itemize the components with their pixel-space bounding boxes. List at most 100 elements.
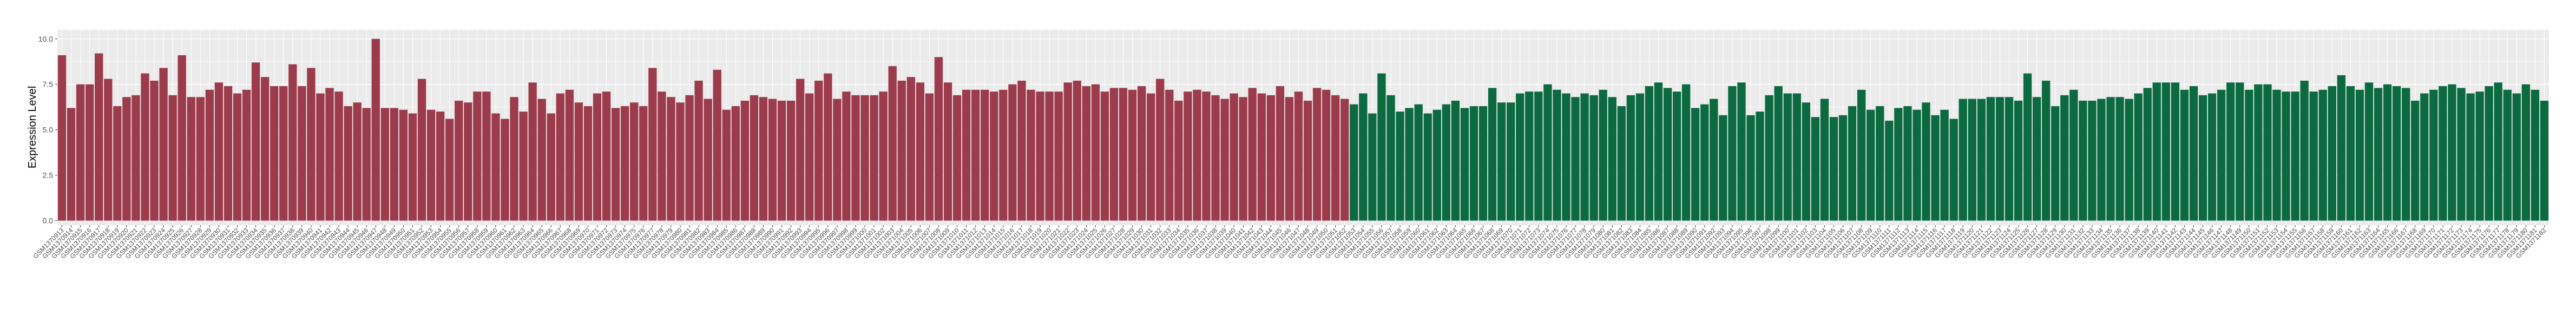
bar	[2097, 99, 2106, 221]
bar	[178, 55, 186, 221]
bar	[408, 113, 417, 221]
bar	[897, 81, 906, 221]
bar	[962, 89, 971, 221]
bar	[1617, 106, 1626, 221]
bar	[1802, 102, 1810, 221]
y-tick-label: 5.0	[43, 126, 54, 134]
bar	[1635, 93, 1645, 221]
bar	[851, 95, 860, 221]
bar	[1783, 93, 1792, 221]
bar	[196, 97, 205, 221]
bar	[870, 95, 878, 221]
bar	[2494, 82, 2502, 221]
bar	[1959, 99, 1967, 221]
bar	[510, 97, 518, 221]
bar	[2152, 82, 2161, 221]
bar	[2466, 93, 2475, 221]
bar	[777, 100, 786, 221]
bar	[1184, 91, 1192, 221]
bar	[1451, 100, 1460, 221]
bar	[1248, 88, 1257, 221]
bar	[2318, 89, 2327, 221]
y-tick-label: 7.5	[43, 80, 54, 89]
bar	[805, 93, 814, 221]
y-axis-label: Expression Level	[27, 86, 38, 168]
bar	[1681, 84, 1691, 221]
bar	[233, 93, 242, 221]
bar	[2115, 97, 2124, 221]
bar	[1903, 106, 1912, 221]
bar	[925, 93, 934, 221]
bar	[1368, 113, 1377, 221]
bar	[1867, 109, 1875, 221]
bar	[1082, 86, 1090, 221]
bar	[2448, 84, 2456, 221]
bar	[1396, 112, 1404, 221]
bar	[2079, 100, 2087, 221]
bar	[1312, 88, 1322, 221]
bar	[334, 91, 343, 221]
bar	[2207, 93, 2217, 221]
bar	[2069, 89, 2078, 221]
bar	[67, 108, 76, 221]
bar	[2309, 91, 2318, 221]
bar	[2457, 88, 2466, 221]
bar	[2411, 100, 2420, 221]
bar	[113, 106, 122, 221]
bar	[2272, 89, 2281, 221]
bar	[556, 93, 564, 221]
bar	[417, 78, 426, 221]
bar	[224, 86, 233, 221]
bar	[1580, 93, 1589, 221]
bar	[1940, 109, 1949, 221]
bar	[260, 77, 270, 221]
bar	[879, 91, 888, 221]
bar	[316, 93, 325, 221]
bar	[2051, 106, 2060, 221]
bar	[842, 91, 851, 221]
bar	[824, 73, 832, 221]
bar	[833, 99, 842, 221]
bar	[2014, 100, 2023, 221]
bar	[2485, 86, 2493, 221]
bar	[426, 109, 436, 221]
bar	[2531, 89, 2540, 221]
bar	[464, 102, 472, 221]
bar	[1239, 97, 1247, 221]
bar	[731, 106, 740, 221]
bar	[1977, 99, 1986, 221]
bar	[473, 91, 482, 221]
bar	[2282, 91, 2290, 221]
bar	[916, 82, 925, 221]
bar	[270, 86, 279, 221]
bar	[86, 84, 94, 221]
bar	[2429, 89, 2438, 221]
bar	[2180, 89, 2189, 221]
bar	[1885, 120, 1894, 221]
bar	[2236, 82, 2244, 221]
bar	[1193, 89, 1201, 221]
bar	[1230, 93, 1238, 221]
bar	[583, 106, 593, 221]
bar	[593, 93, 602, 221]
bar	[501, 119, 509, 221]
bar	[1414, 104, 1423, 221]
bar	[667, 97, 675, 221]
bar	[1423, 113, 1432, 221]
bar	[934, 57, 943, 221]
bar	[2337, 75, 2346, 221]
bar	[1765, 95, 1773, 221]
bar	[1506, 102, 1515, 221]
bar	[722, 109, 731, 221]
bar	[1857, 89, 1866, 221]
bar	[353, 102, 362, 221]
bar	[2032, 97, 2041, 221]
bar	[325, 88, 334, 221]
bar	[685, 95, 694, 221]
bar	[676, 102, 685, 221]
bar	[1063, 82, 1072, 221]
bar	[1737, 82, 1746, 221]
bar	[630, 102, 639, 221]
bar	[943, 82, 952, 221]
